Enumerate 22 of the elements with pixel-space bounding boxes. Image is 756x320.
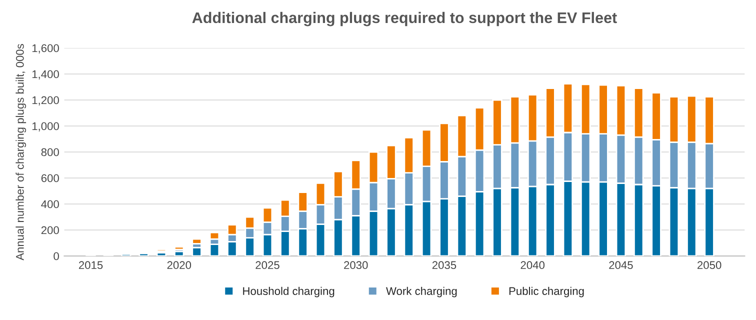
y-tick-label: 1,600 bbox=[32, 44, 59, 54]
x-tick-label: 2025 bbox=[256, 261, 280, 270]
y-tick-label: 200 bbox=[41, 226, 59, 234]
legend-label: Houshold charging bbox=[243, 286, 334, 298]
x-tick-label: 2040 bbox=[520, 261, 545, 270]
x-tick-label: 2030 bbox=[344, 261, 368, 270]
y-tick-label: 0 bbox=[54, 252, 59, 260]
y-tick-label: 600 bbox=[41, 174, 59, 182]
y-tick-label: 1,200 bbox=[32, 96, 59, 106]
x-tick-label: 2020 bbox=[167, 261, 192, 270]
y-tick-label: 1,000 bbox=[32, 122, 59, 132]
legend-label: Public charging bbox=[509, 286, 584, 298]
chart-title: Additional charging plugs required to support the EV Fleet bbox=[192, 12, 617, 26]
legend-label: Work charging bbox=[386, 286, 457, 298]
x-tick-label: 2015 bbox=[78, 261, 103, 270]
y-axis-title: Annual number of charging plugs built, 000s bbox=[16, 44, 26, 260]
x-tick-label: 2050 bbox=[698, 261, 722, 270]
y-tick-label: 400 bbox=[41, 200, 59, 208]
y-tick-label: 800 bbox=[41, 148, 59, 156]
y-tick-label: 1,400 bbox=[32, 70, 59, 80]
x-tick-label: 2035 bbox=[432, 261, 456, 270]
x-tick-label: 2045 bbox=[609, 261, 633, 270]
